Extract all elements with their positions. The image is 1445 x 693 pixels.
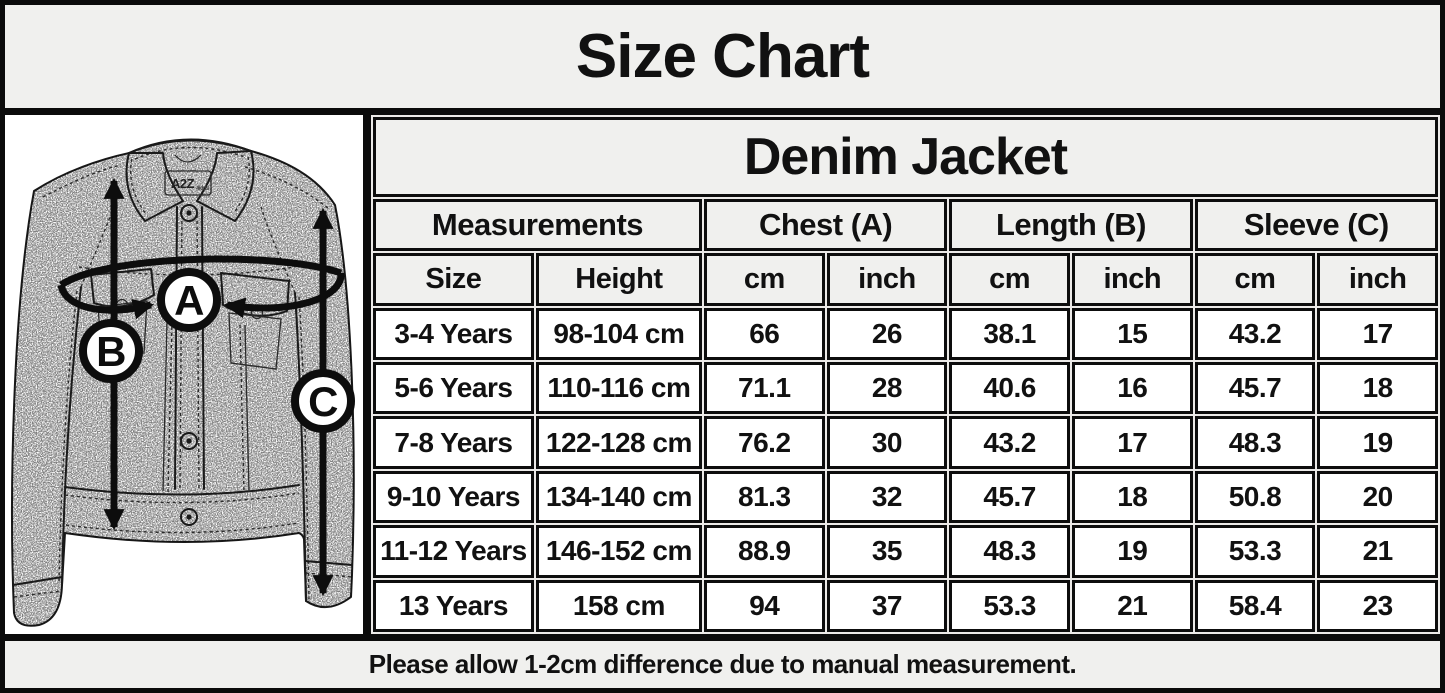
sleeve-cm-value: 43.2	[1194, 307, 1316, 360]
chest-inch-value: 28	[826, 361, 948, 415]
length-cm-value: 38.1	[949, 307, 1070, 360]
col-chest-cm: cm	[703, 253, 825, 306]
height-value: 110-116 cm	[535, 361, 702, 415]
sleeve-cm-value: 53.3	[1194, 525, 1316, 578]
length-inch-value: 17	[1071, 416, 1193, 469]
height-value: 158 cm	[535, 579, 702, 632]
length-inch-value: 19	[1071, 525, 1193, 578]
front-buttons	[180, 204, 198, 526]
col-group-length: Length (B)	[949, 198, 1193, 252]
marker-a-letter: A	[174, 277, 204, 324]
jacket-diagram-panel: A2Z 4kids	[5, 115, 363, 634]
jacket-illustration: A2Z 4kids	[11, 138, 355, 627]
sleeve-cm-value: 58.4	[1194, 579, 1316, 632]
length-inch-value: 18	[1071, 470, 1193, 524]
size-value: 3-4 Years	[373, 307, 534, 360]
chest-inch-value: 26	[826, 307, 948, 360]
sleeve-inch-value: 17	[1317, 307, 1438, 360]
length-inch-value: 15	[1071, 307, 1193, 360]
product-header-row: Denim Jacket	[373, 117, 1438, 197]
size-value: 9-10 Years	[373, 470, 534, 524]
size-value: 5-6 Years	[373, 361, 534, 415]
table-row: 13 Years 158 cm 94 37 53.3 21 58.4 23	[373, 579, 1438, 632]
measurement-disclaimer: Please allow 1-2cm difference due to man…	[368, 649, 1077, 679]
height-value: 98-104 cm	[535, 307, 702, 360]
sleeve-inch-value: 23	[1317, 579, 1438, 632]
marker-c-letter: C	[308, 378, 338, 425]
col-height: Height	[535, 253, 702, 306]
chest-cm-value: 71.1	[703, 361, 825, 415]
col-length-inch: inch	[1071, 253, 1193, 306]
sleeve-inch-value: 19	[1317, 416, 1438, 469]
chest-cm-value: 66	[703, 307, 825, 360]
col-sleeve-inch: inch	[1317, 253, 1438, 306]
chest-cm-value: 88.9	[703, 525, 825, 578]
brand-label-text: A2Z	[171, 176, 195, 191]
chest-inch-value: 35	[826, 525, 948, 578]
table-row: 3-4 Years 98-104 cm 66 26 38.1 15 43.2 1…	[373, 307, 1438, 360]
sleeve-cm-value: 50.8	[1194, 470, 1316, 524]
sleeve-cm-value: 48.3	[1194, 416, 1316, 469]
height-value: 134-140 cm	[535, 470, 702, 524]
chest-inch-value: 37	[826, 579, 948, 632]
marker-c-badge: C	[291, 369, 355, 433]
table-row: 7-8 Years 122-128 cm 76.2 30 43.2 17 48.…	[373, 416, 1438, 469]
height-value: 122-128 cm	[535, 416, 702, 469]
collar	[125, 139, 255, 222]
size-value: 11-12 Years	[373, 525, 534, 578]
footer-note-bar: Please allow 1-2cm difference due to man…	[5, 641, 1440, 688]
col-length-cm: cm	[949, 253, 1070, 306]
length-cm-value: 48.3	[949, 525, 1070, 578]
content-row: A2Z 4kids	[5, 115, 1440, 634]
col-chest-inch: inch	[826, 253, 948, 306]
product-title: Denim Jacket	[373, 117, 1438, 197]
height-value: 146-152 cm	[535, 525, 702, 578]
right-sleeve-seam	[294, 292, 307, 602]
brand-label: A2Z 4kids	[164, 170, 212, 196]
chest-measure-arrow	[57, 255, 345, 320]
length-inch-value: 21	[1071, 579, 1193, 632]
marker-b-badge: B	[79, 319, 143, 383]
chest-cm-value: 76.2	[703, 416, 825, 469]
length-inch-value: 16	[1071, 361, 1193, 415]
marker-a-badge: A	[157, 268, 221, 332]
table-row: 9-10 Years 134-140 cm 81.3 32 45.7 18 50…	[373, 470, 1438, 524]
sleeve-inch-value: 20	[1317, 470, 1438, 524]
title-bar: Size Chart	[5, 5, 1440, 108]
sleeve-inch-value: 18	[1317, 361, 1438, 415]
size-value: 7-8 Years	[373, 416, 534, 469]
size-table: Denim Jacket Measurements Chest (A) Leng…	[371, 115, 1440, 634]
sub-header-row: Size Height cm inch cm inch cm inch	[373, 253, 1438, 306]
size-table-panel: Denim Jacket Measurements Chest (A) Leng…	[371, 115, 1440, 634]
page-title: Size Chart	[575, 22, 870, 91]
length-cm-value: 43.2	[949, 416, 1070, 469]
table-row: 11-12 Years 146-152 cm 88.9 35 48.3 19 5…	[373, 525, 1438, 578]
length-cm-value: 53.3	[949, 579, 1070, 632]
chest-inch-value: 30	[826, 416, 948, 469]
size-value: 13 Years	[373, 579, 534, 632]
table-row: 5-6 Years 110-116 cm 71.1 28 40.6 16 45.…	[373, 361, 1438, 415]
col-sleeve-cm: cm	[1194, 253, 1316, 306]
chest-inch-value: 32	[826, 470, 948, 524]
length-cm-value: 40.6	[949, 361, 1070, 415]
col-group-sleeve: Sleeve (C)	[1194, 198, 1438, 252]
col-group-measurements: Measurements	[373, 198, 702, 252]
col-size: Size	[373, 253, 534, 306]
sleeve-inch-value: 21	[1317, 525, 1438, 578]
length-cm-value: 45.7	[949, 470, 1070, 524]
marker-b-letter: B	[96, 328, 126, 375]
left-sleeve-seam	[61, 286, 82, 586]
group-header-row: Measurements Chest (A) Length (B) Sleeve…	[373, 198, 1438, 252]
chest-cm-value: 81.3	[703, 470, 825, 524]
sleeve-cm-value: 45.7	[1194, 361, 1316, 415]
col-group-chest: Chest (A)	[703, 198, 948, 252]
brand-label-subtext: 4kids	[196, 186, 210, 192]
chest-cm-value: 94	[703, 579, 825, 632]
